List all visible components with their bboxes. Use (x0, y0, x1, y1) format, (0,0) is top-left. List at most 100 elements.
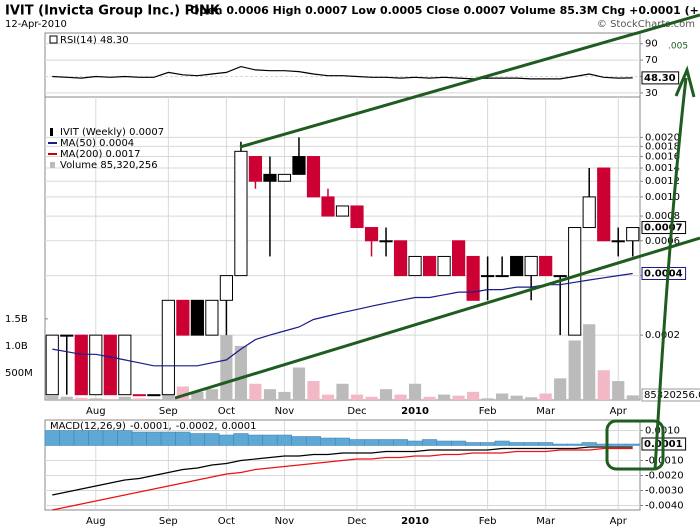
candle-body (321, 196, 335, 217)
x-tick-label: 2010 (401, 516, 429, 527)
quote-line: Open 0.0006 High 0.0007 Low 0.0005 Close… (190, 4, 700, 17)
x-tick-label: Apr (610, 406, 628, 417)
candle-body (147, 394, 161, 397)
volume-bar (321, 394, 335, 400)
volume-bar (597, 370, 610, 400)
hand-annotations: .005 (174, 13, 700, 471)
x-tick-label: Mar (536, 516, 556, 527)
panel-frame (44, 96, 641, 401)
legend-label: MACD(12,26,9) (50, 421, 126, 432)
histogram-bar (305, 436, 321, 446)
last-value-box (641, 266, 687, 280)
volume-bar (568, 340, 581, 400)
volume-bar (133, 398, 146, 400)
series-line (52, 272, 633, 367)
histogram-bar (509, 442, 525, 446)
candle-body (481, 275, 495, 278)
histogram-bar (465, 442, 481, 446)
last-value-box (641, 221, 687, 235)
x-tick-label: Dec (347, 516, 366, 527)
series-line (52, 447, 633, 511)
legend-label: MA(50) 0.0004 (60, 138, 134, 149)
volume-bar (394, 394, 407, 400)
last-value-box (641, 71, 680, 85)
candle-body (393, 240, 408, 277)
candle-body (364, 227, 379, 242)
volume-bar (89, 398, 102, 400)
y-tick-label: -0.0030 (645, 486, 684, 497)
arrow-head (674, 65, 696, 98)
histogram-bar (494, 440, 510, 446)
volume-bar (220, 335, 233, 400)
histogram-bar (276, 434, 292, 446)
histogram-bar (88, 430, 104, 446)
volume-bar (467, 391, 480, 400)
candle-body (539, 255, 553, 277)
histogram-bar (291, 436, 307, 446)
volume-bar (626, 395, 639, 400)
x-tick-label: Nov (275, 516, 295, 527)
histogram-bar (364, 439, 380, 446)
candle-body (263, 173, 277, 182)
candle-body (45, 334, 59, 396)
volume-bar (379, 389, 393, 400)
candle-body (277, 173, 292, 182)
histogram-bar (407, 440, 423, 446)
x-tick-label: Sep (159, 406, 178, 417)
x-tick-label: Sep (159, 516, 178, 527)
histogram-bar (117, 430, 133, 446)
candle-body (190, 299, 204, 336)
candle-body (132, 394, 146, 397)
candle-body (626, 227, 640, 242)
annotation: .005 (668, 42, 688, 52)
candle-body (408, 255, 422, 277)
histogram-bar (393, 439, 409, 446)
volume-bar (612, 381, 625, 400)
volume-bar (292, 367, 306, 400)
x-tick-label: Nov (275, 406, 295, 417)
histogram-bar (625, 443, 641, 446)
volume-bar (147, 398, 160, 400)
candle-body (118, 334, 132, 396)
chart-title: IVIT (Invicta Group Inc.) PINK (5, 4, 221, 19)
legend-label: MA(200) 0.0017 (60, 149, 141, 160)
histogram-bar (160, 431, 176, 446)
x-tick-label: Dec (347, 406, 366, 417)
last-value-label: 48.30 (644, 73, 676, 84)
histogram-bar (189, 433, 205, 446)
y-tick-label: -0.0040 (645, 501, 684, 512)
volume-bar (350, 394, 364, 400)
candle-body (524, 255, 538, 277)
last-value-box (641, 388, 700, 402)
candle-body (379, 240, 393, 243)
legend-icon (50, 162, 55, 168)
panel-frame (44, 419, 641, 511)
histogram-bar (73, 430, 89, 446)
volume-bar (437, 394, 451, 400)
histogram-bar (538, 442, 554, 446)
candle-body (219, 275, 233, 301)
volume-bar (263, 389, 277, 400)
volume-bar (307, 381, 320, 400)
y-tick-label: 0.0008 (645, 211, 680, 222)
candle-body (495, 275, 509, 278)
y-tick-label: 0.0014 (645, 163, 680, 174)
volume-bar (278, 391, 291, 400)
candle-body (582, 196, 596, 229)
y-tick-label: 0.0020 (645, 132, 680, 143)
volume-bar (46, 395, 59, 400)
last-value-label: 0.0004 (644, 268, 683, 279)
candle-body (611, 240, 625, 243)
volume-bar (539, 393, 552, 400)
candle-body (306, 156, 321, 198)
candle-body (452, 240, 466, 277)
highlight-box (605, 419, 665, 471)
volume-bar (525, 397, 538, 400)
y2-tick-label: 1.0B (5, 341, 28, 352)
histogram-bar (451, 440, 467, 446)
volume-bar (60, 396, 73, 400)
candle-body (437, 255, 451, 277)
candle-body (292, 156, 306, 175)
y2-tick-label: 500M (5, 368, 33, 379)
chart-date: 12-Apr-2010 (5, 19, 67, 30)
